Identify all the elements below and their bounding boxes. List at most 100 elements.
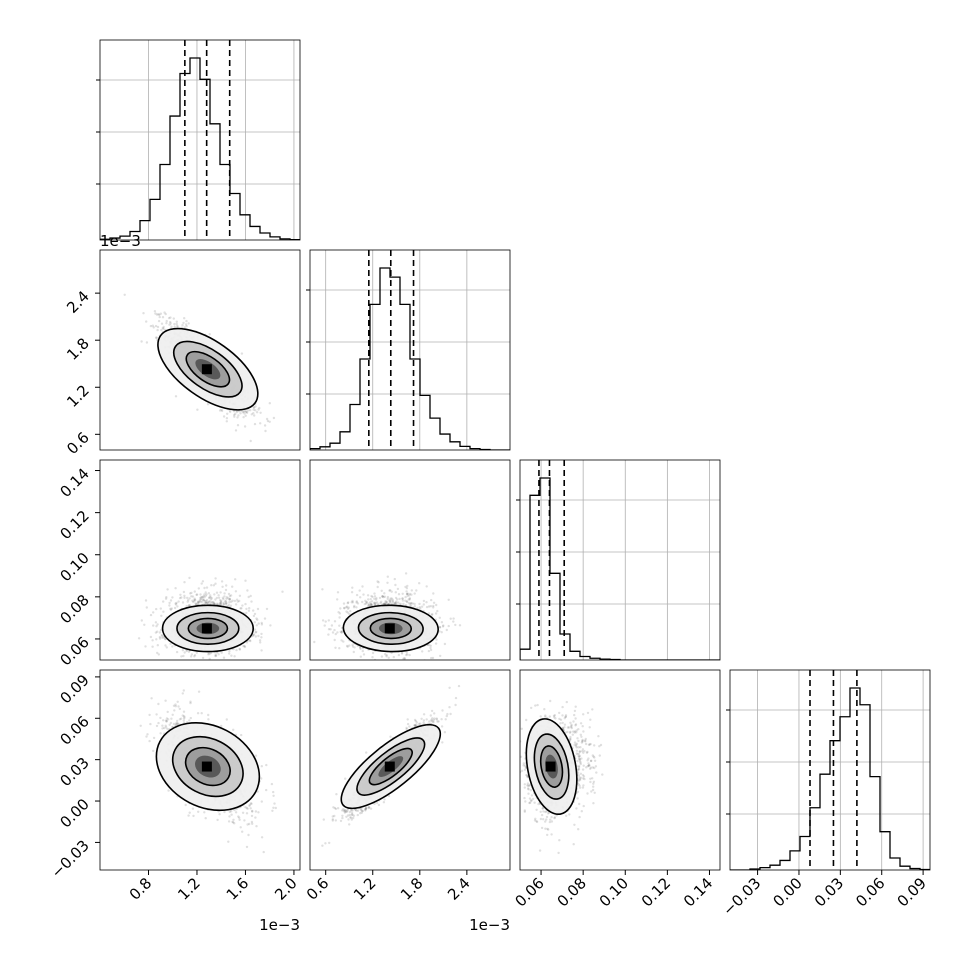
sample-point xyxy=(362,653,366,656)
sample-point xyxy=(182,321,185,325)
sample-point xyxy=(145,341,149,344)
sample-point xyxy=(390,602,393,605)
sample-point xyxy=(405,587,409,590)
sample-point xyxy=(227,603,230,606)
sample-point xyxy=(239,412,242,415)
sample-point xyxy=(458,624,462,627)
sample-point xyxy=(176,325,179,328)
sample-point xyxy=(152,326,155,329)
histogram-p0 xyxy=(100,40,300,240)
sample-point xyxy=(408,597,411,600)
sample-point xyxy=(381,595,384,598)
sample-point xyxy=(388,599,391,602)
sample-point xyxy=(404,572,408,575)
sample-point xyxy=(351,645,355,648)
sample-point xyxy=(378,596,382,600)
sample-point xyxy=(180,596,183,599)
sample-point xyxy=(173,325,176,328)
sample-point xyxy=(242,410,245,413)
sample-point xyxy=(158,631,162,634)
sample-point xyxy=(243,425,247,428)
sample-point xyxy=(382,595,385,599)
sample-point xyxy=(222,656,226,659)
sample-point xyxy=(255,617,258,620)
sample-point xyxy=(211,663,213,665)
sample-point xyxy=(188,576,191,580)
sample-point xyxy=(149,613,153,617)
sample-point xyxy=(245,611,248,615)
sample-point xyxy=(169,322,172,325)
sample-point xyxy=(234,412,237,416)
sample-point xyxy=(198,598,202,602)
sample-point xyxy=(169,599,173,602)
sample-point xyxy=(228,597,232,601)
sample-point xyxy=(404,595,407,599)
sample-point xyxy=(244,602,247,606)
sample-point xyxy=(343,606,346,610)
sample-point xyxy=(429,605,433,608)
sample-point xyxy=(401,597,404,600)
sample-point xyxy=(235,410,238,414)
sample-point xyxy=(214,653,217,656)
sample-point xyxy=(200,600,203,604)
sample-point xyxy=(403,657,406,660)
sample-point xyxy=(232,410,236,413)
sample-point xyxy=(173,322,176,326)
sample-point xyxy=(369,603,373,606)
sample-point xyxy=(199,596,202,600)
panel-2-1 xyxy=(309,459,511,661)
sample-point xyxy=(431,656,435,660)
sample-point xyxy=(185,324,188,328)
sample-point xyxy=(183,596,186,599)
sample-point xyxy=(394,601,398,604)
sample-point xyxy=(241,663,243,665)
sample-point xyxy=(321,619,325,622)
sample-point xyxy=(234,590,238,593)
sample-point xyxy=(162,600,165,603)
sample-point xyxy=(123,293,126,296)
sample-point xyxy=(187,322,190,325)
sample-point xyxy=(370,603,374,607)
sample-point xyxy=(154,324,158,328)
sample-point xyxy=(214,582,217,585)
sample-point xyxy=(254,409,257,412)
sample-point xyxy=(203,599,207,603)
sample-point xyxy=(367,604,370,607)
sample-point xyxy=(206,403,210,406)
sample-point xyxy=(253,414,256,417)
sample-point xyxy=(393,602,397,605)
sample-point xyxy=(197,587,200,590)
sample-point xyxy=(171,645,174,648)
sample-point xyxy=(371,595,374,599)
sample-point xyxy=(168,601,171,605)
sample-point xyxy=(182,654,185,658)
sample-point xyxy=(220,599,223,602)
sample-point xyxy=(367,598,370,601)
sample-point xyxy=(253,621,256,624)
sample-point xyxy=(224,602,228,605)
sample-point xyxy=(160,634,163,637)
sample-point xyxy=(254,635,257,638)
sample-point xyxy=(214,654,218,657)
sample-point xyxy=(249,639,252,643)
sample-point xyxy=(222,415,226,418)
density-p0-p1 xyxy=(123,293,276,443)
sample-point xyxy=(143,623,146,626)
sample-point xyxy=(161,326,164,330)
sample-point xyxy=(374,598,378,601)
sample-point xyxy=(404,585,407,589)
sample-point xyxy=(201,598,204,601)
sample-point xyxy=(345,644,349,648)
sample-point xyxy=(208,333,211,336)
sample-point xyxy=(210,601,213,604)
sample-point xyxy=(396,598,399,601)
sample-point xyxy=(153,310,157,313)
sample-point xyxy=(161,316,165,319)
sample-point xyxy=(209,594,212,597)
sample-point xyxy=(410,602,413,605)
sample-point xyxy=(151,324,154,327)
sample-point xyxy=(182,590,186,594)
sample-point xyxy=(228,664,230,666)
sample-point xyxy=(183,317,186,320)
sample-point xyxy=(367,602,370,605)
